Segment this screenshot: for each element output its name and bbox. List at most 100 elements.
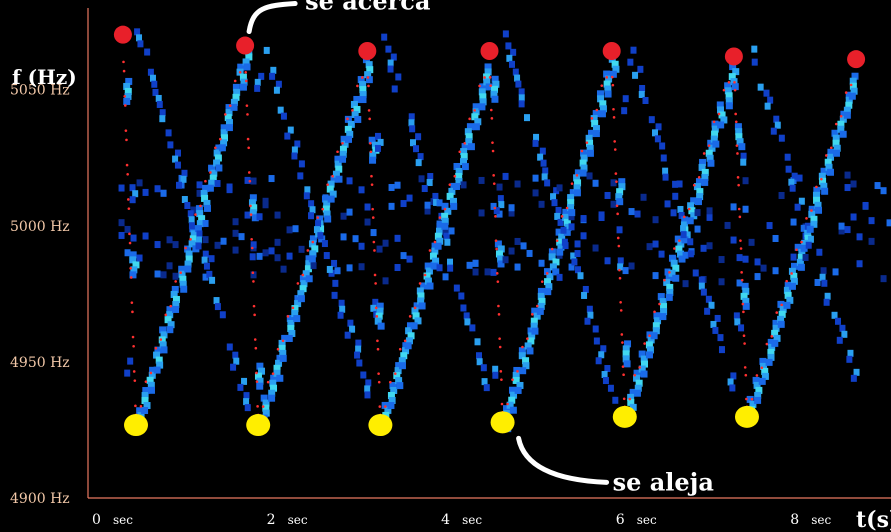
heat-cell [788, 282, 796, 290]
heat-cell [516, 381, 524, 389]
heat-cell [305, 260, 313, 268]
heat-cell [839, 115, 847, 123]
heat-cell [580, 232, 587, 240]
heat-cell [668, 254, 676, 262]
heat-cell [152, 88, 159, 96]
trace-dot [511, 378, 514, 381]
heat-cell [672, 192, 679, 200]
heat-cell [544, 179, 551, 187]
trace-dot [616, 236, 620, 240]
heat-cell [508, 209, 515, 217]
heat-cell [323, 210, 331, 218]
trace-dot [286, 315, 290, 318]
heat-cell [287, 126, 294, 134]
heat-cell [286, 226, 293, 234]
trace-dot [463, 141, 467, 145]
heat-cell [586, 172, 593, 180]
heat-cell [603, 80, 611, 88]
heat-cell [832, 134, 840, 142]
heat-cell [225, 119, 233, 127]
trace-dot [356, 84, 359, 88]
heat-cell [323, 200, 331, 208]
trace-dot [750, 397, 754, 401]
heat-cell [736, 254, 743, 262]
x-tick-label: 0 [92, 512, 101, 528]
heat-cell [823, 298, 830, 306]
heat-cell [154, 270, 161, 278]
heat-cell [202, 250, 209, 258]
heat-cell [492, 371, 499, 379]
heat-cell [804, 229, 812, 237]
heat-cell [359, 86, 367, 94]
heat-cell [416, 287, 424, 295]
heat-cell [308, 240, 316, 248]
heat-cell [262, 249, 269, 257]
trace-dot [805, 217, 808, 220]
heat-cell [196, 220, 204, 228]
heat-cell [368, 136, 376, 144]
heat-cell [388, 202, 395, 210]
heat-cell [226, 183, 233, 191]
heat-cell [553, 187, 560, 195]
heat-cell [449, 197, 457, 205]
heat-cell [179, 275, 187, 283]
heat-cell [755, 386, 763, 394]
heat-cell [346, 177, 353, 185]
heat-cell [587, 311, 594, 319]
heat-cell [164, 316, 172, 324]
trace-dot [611, 83, 615, 87]
trace-dot [707, 144, 711, 147]
heat-cell [153, 351, 161, 359]
heat-cell [184, 245, 192, 253]
heat-cell [291, 146, 298, 154]
trace-dot [448, 183, 452, 186]
heat-cell [436, 199, 443, 207]
trace-dot [473, 109, 476, 112]
heat-cell [845, 101, 853, 109]
heat-cell [284, 132, 291, 140]
heat-cell [394, 181, 401, 189]
heat-cell [351, 110, 359, 118]
trace-dot [615, 180, 618, 183]
heat-cell [203, 199, 211, 207]
heat-cell [599, 105, 607, 113]
heat-cell [730, 203, 737, 211]
trace-dot [428, 249, 432, 252]
trace-dot [306, 249, 310, 252]
heat-cell [210, 169, 218, 177]
heat-cell [545, 283, 553, 291]
y-tick-label: 5050 Hz [10, 83, 70, 99]
heat-cell [382, 277, 389, 285]
trace-dot [368, 141, 372, 145]
trace-dot [403, 339, 407, 343]
trace-dot [433, 240, 437, 244]
trace-dot [248, 179, 252, 183]
heat-cell [358, 242, 365, 250]
heat-cell [556, 238, 564, 246]
heat-cell [285, 334, 293, 342]
heat-cell [390, 53, 397, 61]
heat-cell [432, 257, 440, 265]
heat-cell [778, 191, 785, 199]
heat-cell [249, 253, 256, 261]
heat-cell [818, 172, 826, 180]
trace-dot [585, 141, 589, 144]
heat-cell [710, 135, 718, 143]
trace-dot [600, 84, 604, 87]
heat-cell [476, 352, 483, 360]
heat-cell [129, 271, 137, 279]
heat-cell [741, 282, 749, 290]
heat-cell [294, 140, 301, 148]
peak-point [113, 25, 132, 44]
heat-cell [412, 312, 420, 320]
trace-dot [618, 276, 622, 280]
heat-cell [645, 341, 653, 349]
heat-cell [654, 317, 662, 325]
heat-cell [701, 178, 709, 186]
heat-cell [595, 357, 602, 365]
heat-cell [334, 160, 342, 168]
heat-cell [665, 293, 673, 301]
trace-dot [179, 271, 182, 275]
heat-cell [508, 247, 515, 255]
heat-cell [215, 164, 223, 172]
